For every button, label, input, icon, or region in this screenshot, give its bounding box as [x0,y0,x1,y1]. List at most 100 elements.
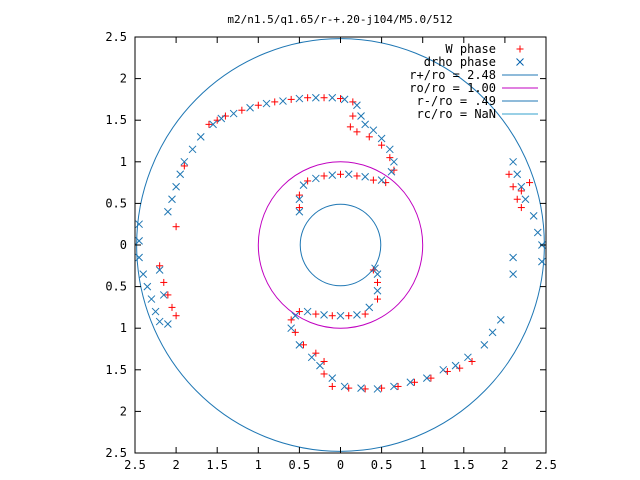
drho-phase-point [311,93,320,102]
w-phase-point [180,162,188,170]
w-phase-point [361,385,369,393]
drho-phase-point [155,317,164,326]
drho-phase-point [328,93,337,102]
drho-phase-point [509,157,517,166]
w-phase-point [337,170,344,178]
y-tick-label: 0.5 [105,196,127,210]
y-tick-label: 1 [120,321,127,335]
w-phase-point [386,154,394,162]
w-phase-point [295,204,303,212]
w-phase-point [164,291,172,299]
w-phase-point [456,364,464,372]
drho-phase-point [229,109,238,118]
w-phase-point [517,187,525,195]
w-phase-point [345,312,353,320]
drho-phase-point [361,120,370,129]
w-phase-point [509,183,517,191]
drho-phase-point [246,103,254,112]
drho-phase-point [377,176,386,184]
drho-phase-point [307,353,316,362]
w-phase-point [320,172,328,180]
drho-phase-point [390,157,398,166]
drho-phase-point [172,182,180,191]
w-phase-point [156,262,164,270]
reference-circle [257,161,424,329]
drho-phase-point [451,361,460,370]
w-phase-point [353,128,361,136]
x-tick-label: 2.5 [535,458,557,472]
w-phase-point [238,106,246,114]
drho-phase-point [135,253,143,262]
w-phase-point [287,95,295,103]
drho-phase-point [385,145,394,154]
drho-phase-point [533,228,542,237]
drho-phase-point [439,365,448,374]
drho-phase-point [353,101,361,110]
x-tick-label: 0.5 [371,458,393,472]
w-phase-point [394,382,402,390]
w-phase-point [353,172,361,180]
w-phase-point [382,179,390,187]
drho-phase-point [344,170,353,179]
w-phase-point [168,303,176,311]
legend-label: drho phase [424,55,496,69]
drho-phase-point [217,114,226,123]
w-phase-point [365,133,373,141]
w-phase-point [304,94,312,102]
drho-phase-point [377,134,386,143]
drho-phase-point [480,340,489,349]
drho-phase-point [188,145,197,154]
drho-phase-point [151,307,160,316]
x-tick-label: 1 [255,458,262,472]
y-tick-label: 2.5 [105,446,127,460]
w-phase-point [320,370,328,378]
drho-phase-point [295,94,304,103]
drho-phase-point [328,374,337,382]
w-phase-point [172,223,180,231]
w-phase-point [295,308,303,316]
w-phase-point [300,341,308,349]
drho-phase-point [164,207,172,216]
drho-phase-point [299,181,308,189]
drho-phase-point [311,174,320,183]
legend-label: W phase [445,42,496,56]
drho-phase-point [369,126,378,135]
drho-phase-point [209,120,217,129]
drho-phase-point [373,286,382,295]
w-phase-point [361,310,369,318]
drho-phase-point [159,291,168,299]
drho-phase-point [135,236,143,245]
w-phase-point [221,112,229,120]
y-tick-label: 1.5 [105,113,127,127]
drho-phase-point [287,324,296,333]
y-tick-label: 0 [120,238,127,252]
drho-phase-point [509,253,517,262]
drho-phase-point [164,320,172,328]
w-phase-point [295,191,303,199]
drho-phase-point [262,99,271,108]
reference-circle [299,203,382,287]
drho-phase-point [373,270,382,278]
x-tick-label: 1 [419,458,426,472]
w-phase-point [320,357,328,365]
w-phase-point [349,112,357,120]
drho-phase-point [316,361,324,370]
w-phase-point [205,120,213,128]
drho-phase-point [295,340,304,349]
drho-phase-point [196,132,205,141]
x-tick-label: 2 [501,458,508,472]
drho-phase-point [328,171,337,179]
drho-phase-point [406,378,415,387]
drho-phase-point [340,382,349,391]
x-tick-label: 1.5 [453,458,475,472]
drho-phase-point [373,385,382,393]
y-tick-label: 1.5 [105,363,127,377]
w-phase-point [304,177,312,185]
w-phase-point [349,98,357,106]
w-phase-point [172,312,180,320]
drho-phase-point [365,303,374,312]
x-tick-label: 2 [172,458,179,472]
